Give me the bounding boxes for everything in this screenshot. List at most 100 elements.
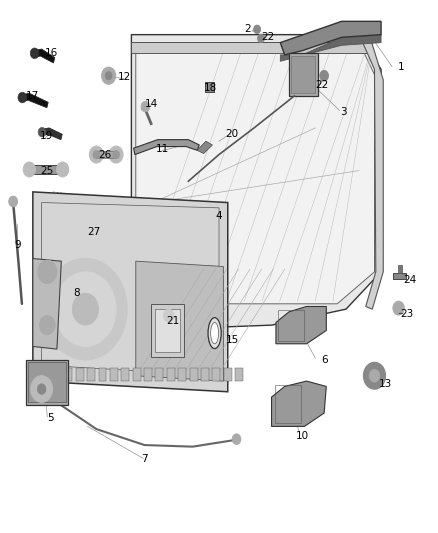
Text: 12: 12 xyxy=(118,72,131,82)
Circle shape xyxy=(93,150,100,159)
Bar xyxy=(151,304,184,357)
Bar xyxy=(53,368,61,381)
Ellipse shape xyxy=(211,322,219,344)
Circle shape xyxy=(109,146,123,163)
Circle shape xyxy=(31,372,39,383)
Text: 18: 18 xyxy=(204,83,217,93)
Polygon shape xyxy=(136,43,374,304)
Bar xyxy=(121,368,129,381)
Bar xyxy=(275,385,301,423)
Bar xyxy=(131,42,368,53)
Circle shape xyxy=(113,150,120,159)
Text: 11: 11 xyxy=(155,144,169,154)
Text: 15: 15 xyxy=(226,335,239,345)
Bar xyxy=(398,265,402,273)
Circle shape xyxy=(141,101,150,112)
Bar xyxy=(28,165,64,174)
Bar xyxy=(96,151,116,158)
Polygon shape xyxy=(34,49,55,63)
Text: 17: 17 xyxy=(26,91,39,101)
Text: 9: 9 xyxy=(14,240,21,250)
Circle shape xyxy=(369,369,380,382)
Bar xyxy=(26,360,68,405)
Bar xyxy=(155,309,180,352)
Bar xyxy=(133,368,141,381)
Bar xyxy=(28,362,66,402)
Polygon shape xyxy=(136,261,223,381)
Text: 22: 22 xyxy=(315,80,328,90)
Circle shape xyxy=(258,34,265,43)
Circle shape xyxy=(9,196,18,207)
Text: 27: 27 xyxy=(88,227,101,237)
Bar xyxy=(144,368,152,381)
Text: 19: 19 xyxy=(39,131,53,141)
Ellipse shape xyxy=(208,318,221,349)
Text: 1: 1 xyxy=(397,62,404,71)
Bar xyxy=(178,368,186,381)
Text: 6: 6 xyxy=(321,355,328,365)
Circle shape xyxy=(105,71,112,80)
Circle shape xyxy=(38,260,57,284)
Text: 21: 21 xyxy=(166,316,180,326)
Circle shape xyxy=(55,272,116,346)
Bar xyxy=(190,368,198,381)
Circle shape xyxy=(89,146,103,163)
Circle shape xyxy=(30,48,39,59)
Bar xyxy=(291,56,315,93)
Circle shape xyxy=(232,434,241,445)
Polygon shape xyxy=(42,128,62,140)
Text: 14: 14 xyxy=(145,99,158,109)
Text: 24: 24 xyxy=(403,275,416,285)
Polygon shape xyxy=(131,35,381,330)
Polygon shape xyxy=(197,141,212,154)
Bar xyxy=(110,368,118,381)
Polygon shape xyxy=(33,259,61,349)
Polygon shape xyxy=(359,35,383,309)
Bar xyxy=(393,273,406,279)
Text: 10: 10 xyxy=(296,431,309,441)
Circle shape xyxy=(364,362,385,389)
Text: 7: 7 xyxy=(141,455,148,464)
Bar xyxy=(278,310,304,341)
Polygon shape xyxy=(280,21,381,55)
Polygon shape xyxy=(134,140,199,155)
Text: 25: 25 xyxy=(40,166,53,175)
Circle shape xyxy=(102,67,116,84)
Text: 23: 23 xyxy=(401,310,414,319)
Circle shape xyxy=(393,301,404,315)
Bar xyxy=(205,82,214,92)
Text: 13: 13 xyxy=(379,379,392,389)
Circle shape xyxy=(254,25,261,34)
Text: 2: 2 xyxy=(244,25,251,34)
Circle shape xyxy=(37,384,46,394)
Circle shape xyxy=(57,162,69,177)
Bar xyxy=(87,368,95,381)
Circle shape xyxy=(44,259,127,360)
Text: 5: 5 xyxy=(47,414,54,423)
Circle shape xyxy=(31,376,53,402)
Polygon shape xyxy=(272,381,326,426)
Circle shape xyxy=(39,316,55,335)
Polygon shape xyxy=(22,93,48,108)
Bar xyxy=(42,368,49,381)
Text: 20: 20 xyxy=(226,130,239,139)
Bar xyxy=(224,368,232,381)
Bar xyxy=(289,53,318,96)
Polygon shape xyxy=(33,192,228,392)
Polygon shape xyxy=(276,306,326,344)
Bar xyxy=(64,368,72,381)
Text: 4: 4 xyxy=(215,211,223,221)
Circle shape xyxy=(72,293,99,325)
Bar xyxy=(212,368,220,381)
Text: 26: 26 xyxy=(99,150,112,159)
Text: 8: 8 xyxy=(73,288,80,298)
Text: 16: 16 xyxy=(45,49,58,58)
Bar xyxy=(167,368,175,381)
Bar xyxy=(155,368,163,381)
Circle shape xyxy=(18,92,27,103)
Circle shape xyxy=(38,127,46,137)
Bar xyxy=(99,368,106,381)
Circle shape xyxy=(320,70,328,81)
Text: 22: 22 xyxy=(261,33,275,42)
Bar xyxy=(76,368,84,381)
